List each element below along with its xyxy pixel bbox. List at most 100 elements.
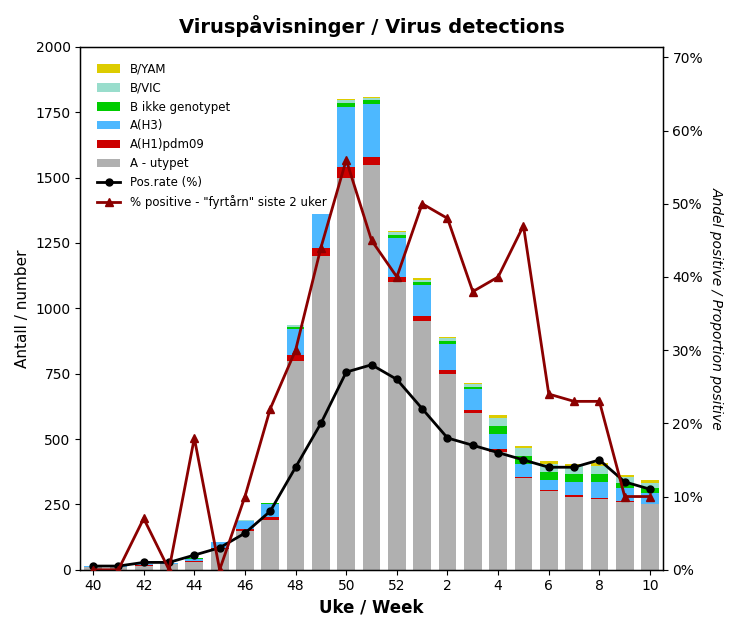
Bar <box>489 418 507 426</box>
Bar <box>590 499 608 569</box>
Bar <box>439 338 457 341</box>
Bar <box>413 279 431 282</box>
Bar <box>464 413 482 569</box>
Pos.rate (%) <box>139 559 148 566</box>
Bar <box>590 466 608 474</box>
Bar <box>514 464 532 477</box>
Bar <box>514 456 532 464</box>
Bar <box>489 434 507 449</box>
Bar <box>363 104 381 157</box>
% positive - "fyrtårn" siste 2 uker <box>570 398 579 405</box>
% positive - "fyrtårn" siste 2 uker <box>595 398 604 405</box>
Bar <box>565 482 583 495</box>
Bar <box>211 549 228 569</box>
% positive - "fyrtårn" siste 2 uker <box>342 156 351 164</box>
Bar <box>185 562 203 569</box>
% positive - "fyrtårn" siste 2 uker <box>620 493 629 501</box>
Bar <box>134 564 152 565</box>
Pos.rate (%) <box>570 463 579 471</box>
Bar <box>363 157 381 164</box>
Bar <box>363 164 381 569</box>
Bar <box>287 325 304 327</box>
% positive - "fyrtårn" siste 2 uker <box>165 566 174 573</box>
Bar <box>312 196 330 248</box>
Pos.rate (%) <box>215 544 224 552</box>
Bar <box>338 103 355 107</box>
Bar <box>439 370 457 374</box>
Bar <box>540 491 558 569</box>
Bar <box>540 490 558 491</box>
Bar <box>388 238 406 277</box>
Bar <box>641 504 659 569</box>
Bar <box>312 193 330 196</box>
% positive - "fyrtårn" siste 2 uker <box>494 273 503 281</box>
Bar <box>616 483 633 488</box>
Bar <box>363 100 381 104</box>
Bar <box>338 167 355 178</box>
Bar <box>641 483 659 488</box>
Bar <box>363 98 381 100</box>
Bar <box>616 501 633 502</box>
Bar <box>236 529 253 530</box>
X-axis label: Uke / Week: Uke / Week <box>319 599 423 617</box>
Bar <box>439 341 457 344</box>
% positive - "fyrtårn" siste 2 uker <box>190 434 199 442</box>
Pos.rate (%) <box>291 463 300 471</box>
Bar <box>489 415 507 418</box>
Bar <box>565 495 583 497</box>
Bar <box>287 327 304 329</box>
Bar <box>464 384 482 387</box>
Bar <box>616 502 633 569</box>
% positive - "fyrtårn" siste 2 uker <box>367 236 376 244</box>
Bar <box>312 192 330 193</box>
Bar <box>262 504 279 518</box>
Bar <box>338 100 355 103</box>
Pos.rate (%) <box>595 456 604 464</box>
Bar <box>262 520 279 569</box>
Bar <box>160 564 178 569</box>
Bar <box>312 248 330 256</box>
Bar <box>540 461 558 464</box>
% positive - "fyrtårn" siste 2 uker <box>392 273 401 281</box>
Bar <box>514 477 532 478</box>
Bar <box>565 466 583 474</box>
Pos.rate (%) <box>342 368 351 376</box>
Pos.rate (%) <box>646 485 655 493</box>
Bar <box>489 449 507 452</box>
Bar <box>489 426 507 434</box>
Line: Pos.rate (%): Pos.rate (%) <box>89 362 653 569</box>
Bar <box>514 446 532 448</box>
% positive - "fyrtårn" siste 2 uker <box>316 244 325 252</box>
Pos.rate (%) <box>418 405 426 413</box>
Bar <box>464 389 482 410</box>
Title: Viruspåvisninger / Virus detections: Viruspåvisninger / Virus detections <box>179 15 565 37</box>
Bar <box>388 233 406 235</box>
Y-axis label: Antall / number: Antall / number <box>15 249 30 368</box>
Bar <box>590 463 608 466</box>
Pos.rate (%) <box>519 456 528 464</box>
Bar <box>109 567 127 569</box>
Bar <box>616 477 633 483</box>
Bar <box>338 178 355 569</box>
Bar <box>262 518 279 520</box>
% positive - "fyrtårn" siste 2 uker <box>418 200 426 207</box>
% positive - "fyrtårn" siste 2 uker <box>545 390 554 398</box>
Bar <box>641 480 659 483</box>
% positive - "fyrtårn" siste 2 uker <box>469 288 477 295</box>
Pos.rate (%) <box>392 375 401 383</box>
Bar <box>413 278 431 279</box>
Pos.rate (%) <box>620 478 629 485</box>
Bar <box>338 107 355 167</box>
Bar <box>84 567 102 569</box>
Pos.rate (%) <box>469 442 477 449</box>
Bar <box>590 498 608 499</box>
Bar <box>185 559 203 561</box>
Bar <box>514 448 532 456</box>
Bar <box>565 474 583 482</box>
Bar <box>641 488 659 493</box>
Bar <box>565 464 583 466</box>
Bar <box>489 452 507 569</box>
% positive - "fyrtårn" siste 2 uker <box>519 222 528 229</box>
Bar <box>641 493 659 504</box>
% positive - "fyrtårn" siste 2 uker <box>291 346 300 354</box>
